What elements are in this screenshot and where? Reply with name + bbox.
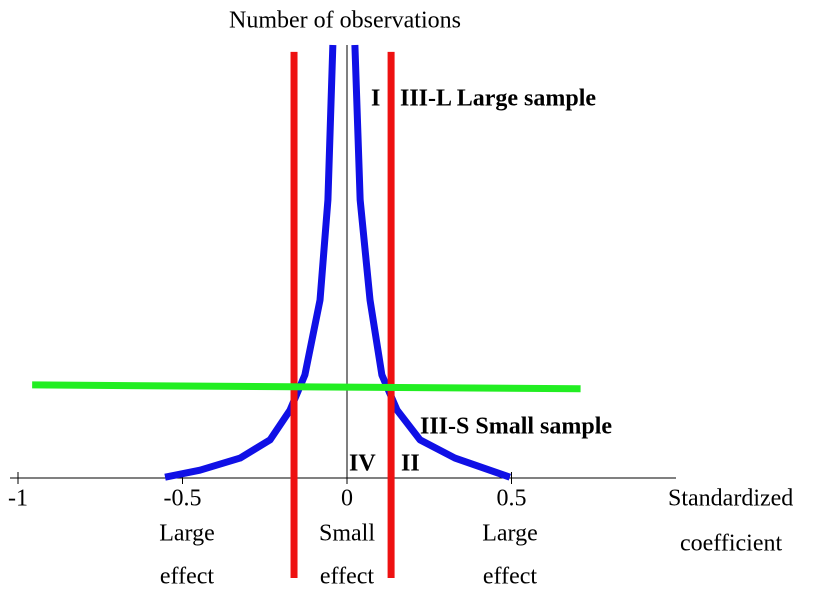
region-label: III-S Small sample (420, 414, 612, 440)
x-axis-label: Standardized (668, 486, 793, 512)
x-tick-label: -0.5 (164, 486, 202, 512)
effect-label: effect (160, 564, 215, 589)
x-tick-label: 0.5 (497, 486, 527, 512)
chart-title: Number of observations (229, 8, 461, 34)
effect-label: Large (482, 521, 538, 547)
effect-label: Small (319, 521, 375, 547)
effect-label: effect (320, 564, 375, 589)
region-label: IV (349, 451, 376, 477)
region-label: I (371, 86, 380, 112)
effect-label: effect (483, 564, 538, 589)
x-axis-label: coefficient (680, 531, 782, 557)
effect-label: Large (159, 521, 215, 547)
series-line (32, 381, 581, 393)
x-tick-label: -1 (8, 486, 28, 512)
region-label: II (401, 451, 420, 477)
region-label: III-L Large sample (400, 86, 596, 112)
x-tick-label: 0 (341, 486, 353, 512)
